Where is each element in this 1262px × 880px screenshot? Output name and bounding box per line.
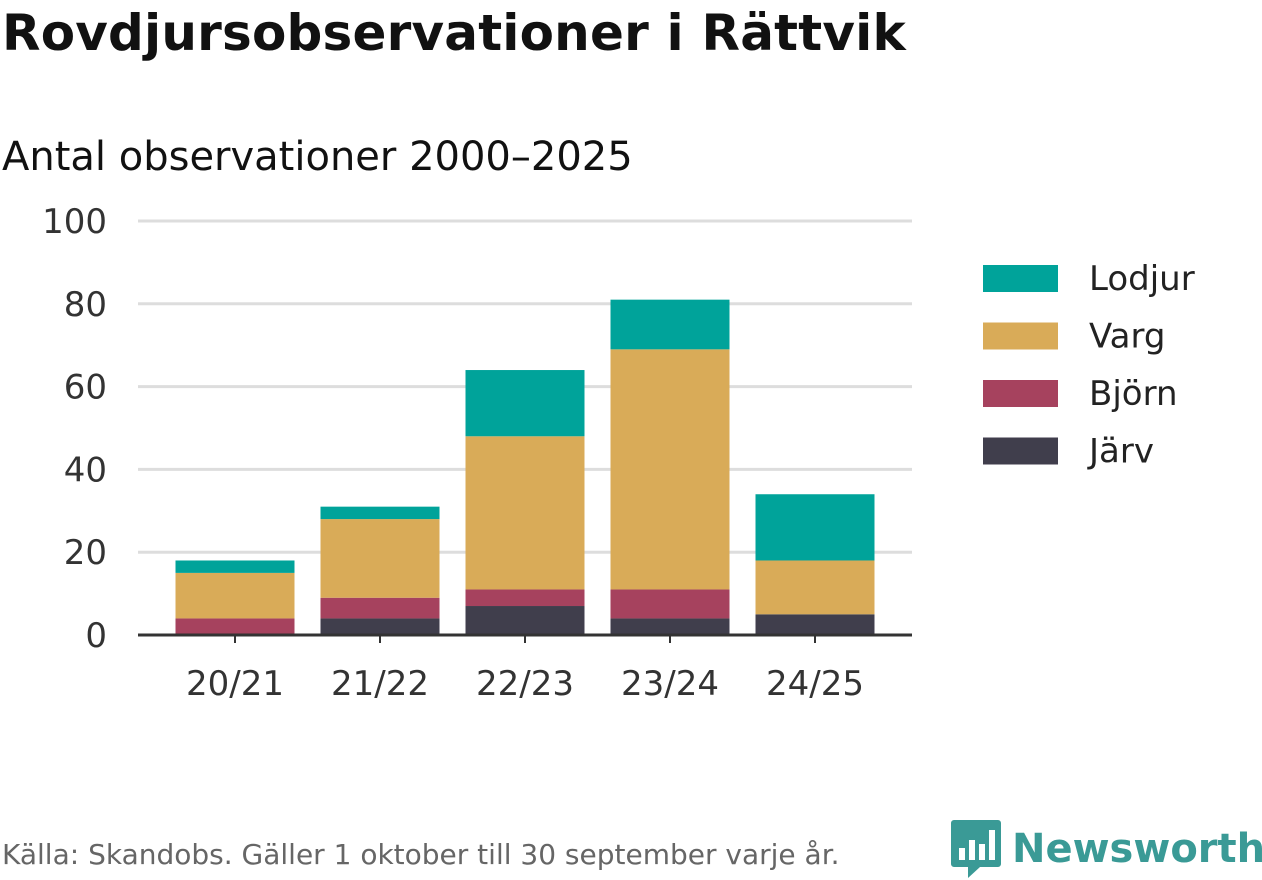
- axes: 0 20 40 60 80 100 20/21 21/22 22/23 23/24 24/25: [42, 202, 912, 704]
- newsworthy-chart-icon: [951, 820, 1001, 878]
- bar-segment-björn: [610, 589, 730, 619]
- bar-segment-lodjur: [175, 560, 295, 573]
- x-tick-label: 20/21: [186, 664, 284, 704]
- legend-swatch-björn: [983, 380, 1058, 407]
- y-tick-label: 60: [64, 368, 107, 408]
- legend: Lodjur Varg Björn Järv: [983, 259, 1195, 472]
- bar-segment-björn: [465, 589, 585, 607]
- bar-segment-varg: [610, 349, 730, 590]
- legend-label-järv: Järv: [1087, 432, 1154, 472]
- bar-segment-lodjur: [755, 494, 875, 561]
- legend-swatch-varg: [983, 322, 1058, 350]
- y-tick-label: 100: [42, 202, 107, 242]
- x-tick-label: 21/22: [331, 664, 429, 704]
- x-tick-label: 23/24: [621, 664, 719, 704]
- bar-segment-järv: [465, 606, 585, 635]
- y-tick-label: 80: [64, 285, 107, 325]
- bar-segment-björn: [175, 618, 295, 635]
- legend-swatch-lodjur: [983, 265, 1058, 292]
- chart-subtitle: Antal observationer 2000–2025: [2, 134, 633, 180]
- y-tick-label: 0: [85, 616, 107, 656]
- bar-segment-lodjur: [320, 506, 440, 520]
- bar-segment-varg: [320, 519, 440, 598]
- bar-segment-järv: [610, 618, 730, 635]
- newsworthy-logo: Newsworthy: [950, 818, 1262, 880]
- legend-label-björn: Björn: [1089, 374, 1178, 414]
- x-tick-label: 22/23: [476, 664, 574, 704]
- bar-segment-varg: [755, 560, 875, 615]
- y-tick-label: 40: [64, 450, 107, 490]
- legend-label-lodjur: Lodjur: [1089, 259, 1195, 299]
- bars: [175, 299, 875, 635]
- bar-segment-järv: [320, 618, 440, 635]
- bar-segment-björn: [320, 597, 440, 619]
- bar-segment-järv: [755, 614, 875, 635]
- bar-segment-varg: [175, 572, 295, 619]
- chart-title: Rovdjursobservationer i Rättvik: [2, 4, 906, 62]
- brand-name: Newsworthy: [1012, 826, 1262, 872]
- legend-swatch-järv: [983, 437, 1058, 465]
- y-tick-label: 20: [64, 533, 107, 573]
- bar-segment-lodjur: [465, 370, 585, 437]
- x-tick-label: 24/25: [766, 664, 864, 704]
- bar-segment-lodjur: [610, 299, 730, 350]
- source-note: Källa: Skandobs. Gäller 1 oktober till 3…: [2, 838, 840, 871]
- legend-label-varg: Varg: [1089, 317, 1165, 357]
- bar-segment-varg: [465, 436, 585, 590]
